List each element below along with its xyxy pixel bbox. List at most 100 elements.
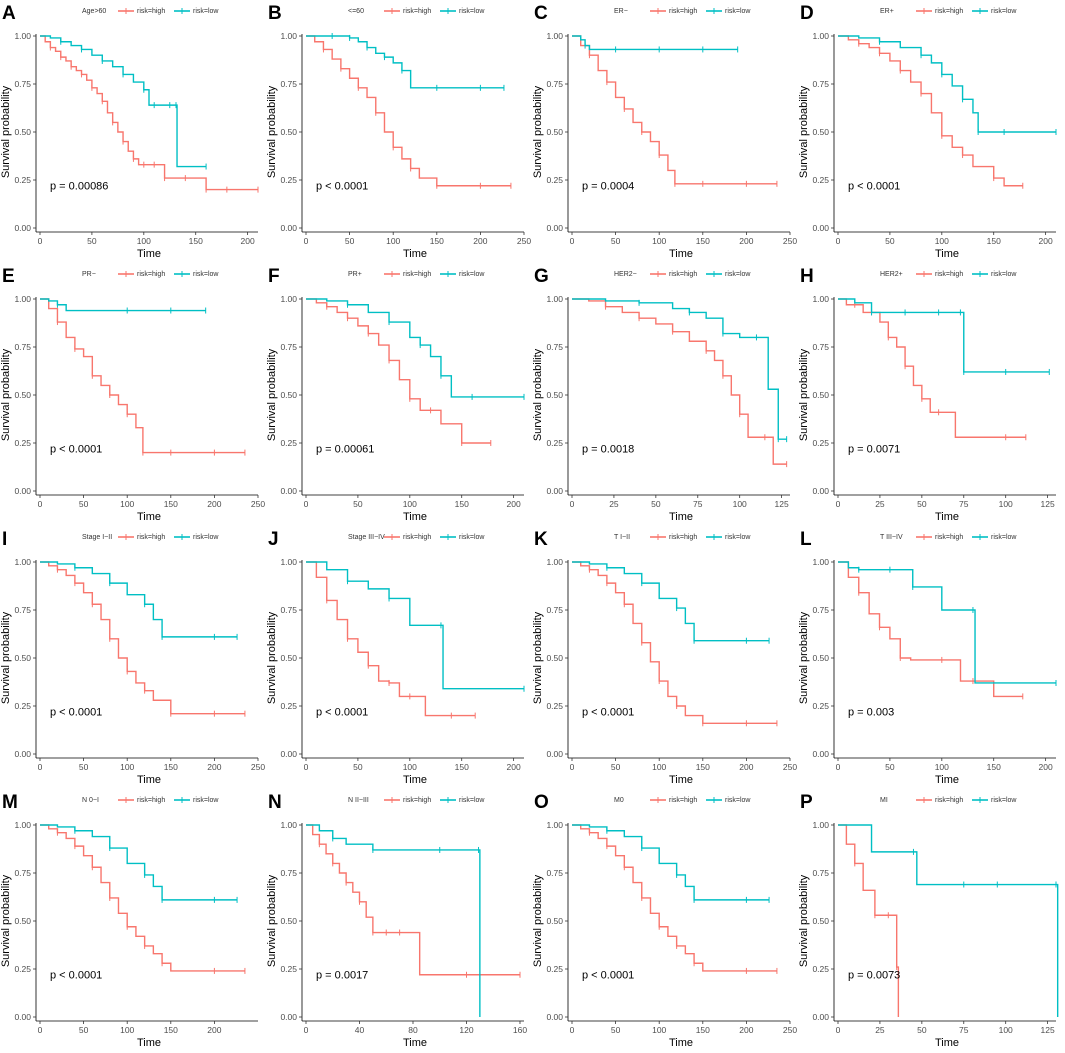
y-tick-label: 1.00 [14,294,31,304]
km-plot-h: H HER2+ risk=high risk=low 0.00 0.25 0.50 0.75 1… [798,266,1056,523]
km-panel-h: H HER2+ risk=high risk=low 0.00 0.25 0.50 0.75 1… [798,263,1064,526]
x-tick-label: 50 [79,1025,89,1035]
y-axis-title: Survival probability [532,348,544,441]
y-tick-label: 0.00 [546,223,563,233]
x-axis-title: Time [137,248,161,260]
y-tick-label: 0.50 [546,127,563,137]
legend-label-low: risk=low [459,271,485,278]
legend-label-high: risk=high [935,797,963,804]
x-axis-title: Time [669,774,693,786]
y-tick-label: 0.75 [812,868,829,878]
panel-letter: A [2,3,16,24]
x-axis-title: Time [403,1037,427,1049]
y-tick-label: 1.00 [14,820,31,830]
panel-letter: M [2,792,18,813]
curve-risk-low [306,35,504,89]
panel-letter: K [534,529,548,550]
y-axis-title: Survival probability [798,611,810,704]
x-tick-label: 0 [304,1025,309,1035]
p-value-label: p < 0.0001 [50,707,102,719]
y-tick-label: 0.25 [546,964,563,974]
legend-label-low: risk=low [193,271,219,278]
y-tick-label: 1.00 [14,31,31,41]
x-axis-title: Time [669,1037,693,1049]
x-tick-label: 50 [885,236,895,246]
legend-strata-title: T III−IV [880,534,903,541]
x-tick-label: 100 [935,236,949,246]
y-tick-label: 0.25 [14,701,31,711]
legend-strata-title: <=60 [348,8,364,15]
y-tick-label: 0.25 [812,438,829,448]
legend-label-low: risk=low [725,271,751,278]
curve-risk-low [572,824,770,901]
legend-strata-title: HER2− [614,271,637,278]
km-panel-g: G HER2− risk=high risk=low 0.00 0.25 0.50 0.75 1… [532,263,798,526]
x-tick-label: 125 [1041,1025,1055,1035]
y-tick-label: 0.75 [546,342,563,352]
x-tick-label: 200 [1039,762,1053,772]
x-axis-title: Time [935,511,959,523]
x-axis-title: Time [137,774,161,786]
y-tick-label: 1.00 [812,294,829,304]
y-tick-label: 0.25 [280,438,297,448]
y-tick-label: 0.50 [280,653,297,663]
x-tick-label: 75 [959,499,969,509]
x-tick-label: 25 [875,1025,885,1035]
legend-strata-title: ER− [614,8,628,15]
x-tick-label: 150 [164,1025,178,1035]
y-tick-label: 0.75 [546,79,563,89]
y-tick-label: 1.00 [546,820,563,830]
x-tick-label: 125 [775,499,789,509]
y-tick-label: 0.25 [546,701,563,711]
y-tick-label: 0.75 [14,868,31,878]
y-tick-label: 0.00 [546,486,563,496]
legend-label-low: risk=low [991,534,1017,541]
legend-label-high: risk=high [137,797,165,804]
x-tick-label: 250 [783,236,797,246]
panel-letter: L [800,529,812,550]
x-tick-label: 150 [987,236,1001,246]
km-panel-c: C ER− risk=high risk=low 0.00 0.25 0.50 0.75 1.0… [532,0,798,263]
legend-label-low: risk=low [193,797,219,804]
x-tick-label: 40 [355,1025,365,1035]
x-tick-label: 200 [507,762,521,772]
y-axis-title: Survival probability [0,874,12,967]
legend-label-low: risk=low [725,8,751,15]
y-tick-label: 0.25 [14,964,31,974]
x-axis-title: Time [935,774,959,786]
y-axis-title: Survival probability [0,85,12,178]
y-tick-label: 0.00 [280,486,297,496]
y-tick-label: 0.50 [14,916,31,926]
x-axis-title: Time [669,248,693,260]
panel-letter: I [2,529,7,550]
y-tick-label: 1.00 [280,294,297,304]
km-panel-k: K T I−II risk=high risk=low 0.00 0.25 0.50 0.75… [532,526,798,789]
y-tick-label: 1.00 [280,820,297,830]
legend-strata-title: Age>60 [82,8,106,15]
x-axis-title: Time [403,511,427,523]
curve-risk-low [572,561,770,642]
y-tick-label: 0.75 [280,79,297,89]
y-tick-label: 0.25 [280,964,297,974]
x-tick-label: 50 [611,1025,621,1035]
p-value-label: p = 0.00086 [50,181,108,193]
y-tick-label: 0.25 [812,701,829,711]
km-panel-o: O M0 risk=high risk=low 0.00 0.25 0.50 0.75 1.00… [532,789,798,1052]
x-tick-label: 0 [570,236,575,246]
y-tick-label: 0.25 [812,964,829,974]
curve-risk-low [838,824,1059,1017]
panel-letter: J [268,529,279,550]
x-tick-label: 150 [455,762,469,772]
y-axis-title: Survival probability [798,874,810,967]
km-panel-m: M N 0−I risk=high risk=low 0.00 0.25 0.50 0.75 1… [0,789,266,1052]
legend-label-high: risk=high [403,271,431,278]
x-tick-label: 250 [251,499,265,509]
curve-risk-high [306,561,476,717]
legend-label-high: risk=high [137,271,165,278]
x-tick-label: 0 [570,1025,575,1035]
y-tick-label: 0.25 [546,175,563,185]
y-tick-label: 0.50 [812,916,829,926]
panel-letter: P [800,792,813,813]
y-tick-label: 0.50 [14,127,31,137]
